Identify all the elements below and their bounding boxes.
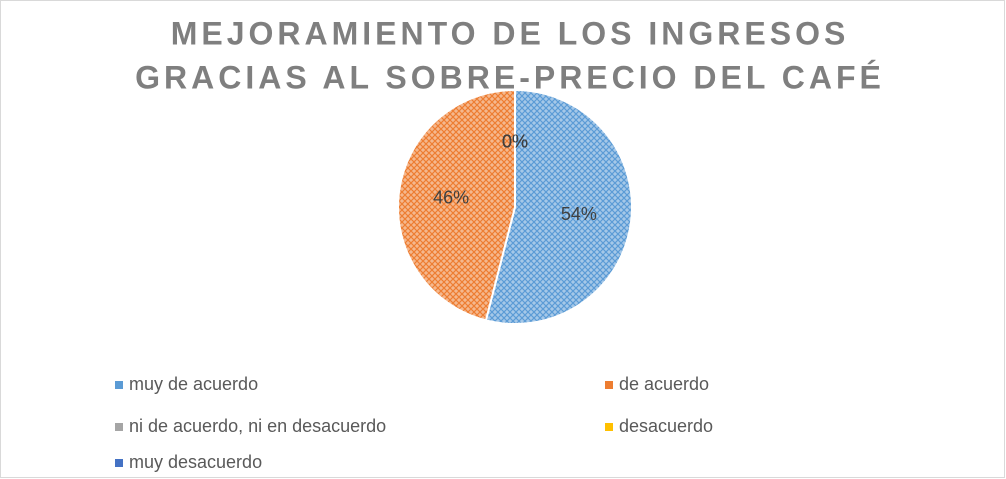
legend-label: muy de acuerdo	[129, 374, 258, 394]
legend-marker	[605, 381, 613, 389]
chart-title: MEJORAMIENTO DE LOS INGRESOS	[171, 15, 850, 51]
data-label: 0%	[502, 131, 528, 151]
pie-slice	[397, 88, 516, 322]
legend-label: ni de acuerdo, ni en desacuerdo	[129, 416, 386, 436]
legend-marker	[115, 459, 123, 467]
legend-marker	[605, 423, 613, 431]
legend-marker	[115, 423, 123, 431]
data-label: 54%	[561, 204, 597, 224]
legend-marker	[115, 381, 123, 389]
legend-label: desacuerdo	[619, 416, 713, 436]
pie-slice	[484, 88, 633, 325]
data-label: 46%	[433, 188, 469, 208]
legend-label: muy desacuerdo	[129, 452, 262, 472]
legend-label: de acuerdo	[619, 374, 709, 394]
